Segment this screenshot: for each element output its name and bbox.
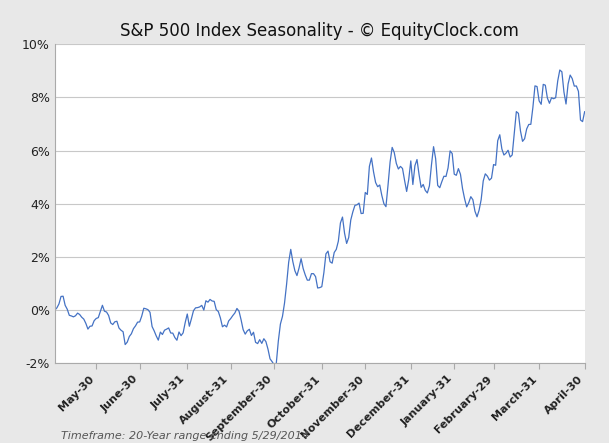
Title: S&P 500 Index Seasonality - © EquityClock.com: S&P 500 Index Seasonality - © EquityCloc… [121,22,519,40]
Text: Timeframe: 20-Year range ending 5/29/2014: Timeframe: 20-Year range ending 5/29/201… [61,431,309,441]
